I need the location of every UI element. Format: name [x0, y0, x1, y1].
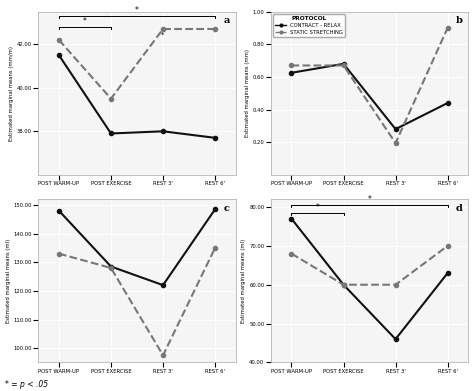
Y-axis label: Estimated marginal means (mm): Estimated marginal means (mm) [245, 49, 250, 137]
Text: b: b [456, 16, 463, 25]
Text: d: d [456, 204, 463, 213]
Y-axis label: Estimated marginal means (ml): Estimated marginal means (ml) [6, 239, 10, 323]
Text: * = p < .05: * = p < .05 [5, 380, 48, 389]
Text: *: * [368, 195, 372, 204]
Y-axis label: Estimated marginal means (mm/m): Estimated marginal means (mm/m) [9, 46, 14, 141]
Text: *: * [135, 6, 139, 15]
Text: a: a [224, 16, 230, 25]
Text: *: * [316, 203, 319, 212]
Text: *: * [83, 17, 87, 26]
Text: *: * [161, 32, 164, 38]
Y-axis label: Estimated marginal means (ml): Estimated marginal means (ml) [241, 239, 246, 323]
Text: c: c [224, 204, 230, 213]
Legend: CONTRACT - RELAX, STATIC STRETCHING: CONTRACT - RELAX, STATIC STRETCHING [273, 14, 345, 37]
